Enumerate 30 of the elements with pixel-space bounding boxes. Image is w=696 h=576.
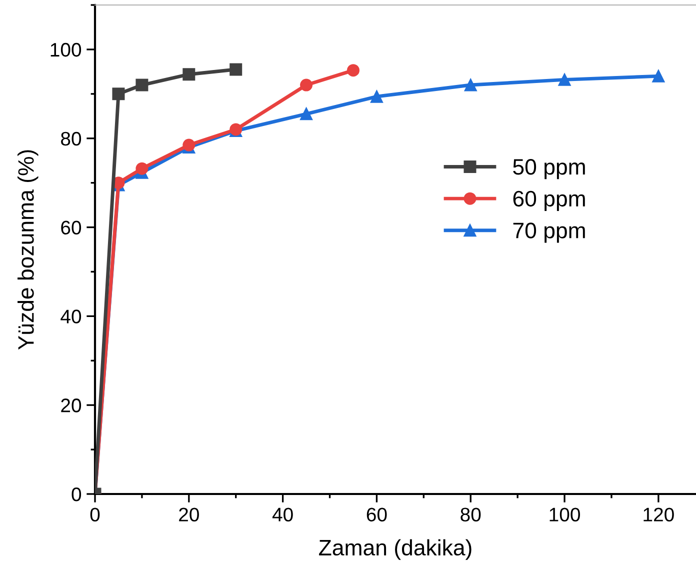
- y-axis-title: Yüzde bozunma (%): [18, 150, 38, 350]
- x-tick-label: 0: [90, 508, 100, 522]
- x-tick-label: 60: [366, 508, 387, 522]
- x-tick-label: 80: [460, 508, 481, 522]
- point: [112, 88, 125, 100]
- y-tick-label: 60: [61, 220, 82, 235]
- x-axis-title: Zaman (dakika): [319, 539, 472, 560]
- legend-label: 50 ppm: [513, 159, 585, 180]
- point: [182, 68, 196, 81]
- point: [652, 70, 665, 82]
- x-tick-label: 100: [550, 508, 580, 522]
- point: [346, 64, 360, 77]
- point: [370, 90, 383, 103]
- x-tick-label: 20: [179, 508, 199, 522]
- y-tick-label: 40: [60, 310, 82, 324]
- x-tick-label: 120: [644, 508, 674, 522]
- x-tick-label: 40: [272, 508, 293, 522]
- point: [230, 63, 242, 76]
- point: [136, 162, 148, 175]
- y-tick-label: 80: [61, 132, 82, 146]
- point: [300, 78, 313, 92]
- point: [300, 108, 313, 120]
- legend-label: 70 ppm: [513, 222, 585, 243]
- y-tick-label: 100: [50, 42, 82, 57]
- point: [558, 73, 571, 86]
- y-tick-label: 0: [72, 487, 82, 502]
- y-tick-label: 20: [61, 398, 82, 412]
- legend-label: 60 ppm: [513, 190, 585, 211]
- point: [464, 78, 477, 92]
- point: [136, 78, 148, 92]
